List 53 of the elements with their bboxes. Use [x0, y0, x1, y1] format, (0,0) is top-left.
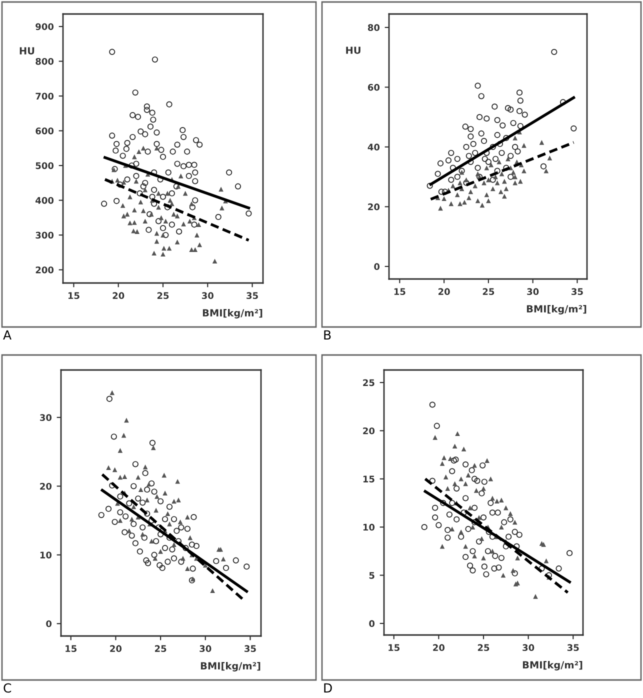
x-tick-label: 15	[66, 645, 77, 652]
y-tick-label: 25	[363, 379, 374, 386]
x-tick-label: 15	[68, 292, 80, 300]
y-tick-label: 30	[40, 414, 52, 421]
y-axis-title: HU	[20, 47, 34, 54]
x-tick-label: 30	[527, 288, 539, 296]
text: A	[3, 330, 12, 340]
text: C	[4, 683, 12, 693]
y-tick-label: 200	[36, 266, 54, 274]
y-tick-label: 300	[36, 232, 54, 239]
x-tick-label: 20	[433, 644, 445, 652]
x-tick-label: 35	[244, 645, 256, 652]
y-tick-label: 60	[368, 84, 380, 91]
x-axis-title: BMI[kg/m²]	[526, 305, 586, 314]
y-tick-label: 0	[369, 620, 375, 627]
x-axis-title: BMI[kg/m²]	[200, 662, 260, 672]
x-tick-label: 20	[110, 645, 122, 652]
y-tick-label: 15	[363, 476, 374, 482]
y-tick-label: 20	[368, 203, 380, 210]
text: D	[324, 683, 332, 692]
x-tick-label: 30	[522, 644, 534, 652]
x-tick-label: 15	[394, 288, 406, 296]
y-tick-label: 900	[36, 23, 54, 30]
x-tick-label: 25	[154, 645, 166, 652]
x-tick-label: 30	[200, 645, 212, 652]
x-tick-label: 20	[112, 292, 124, 300]
y-tick-label: 400	[36, 197, 54, 204]
x-tick-label: 25	[482, 288, 494, 296]
x-tick-label: 30	[202, 292, 214, 300]
y-tick-label: 700	[36, 92, 54, 100]
y-tick-label: 10	[363, 524, 375, 531]
y-axis-title: HU	[346, 46, 360, 54]
y-tick-label: 0	[46, 620, 52, 628]
text: B	[324, 330, 331, 340]
x-tick-label: 35	[567, 644, 579, 652]
x-tick-label: 35	[246, 292, 258, 300]
y-tick-label: 40	[368, 144, 380, 151]
y-tick-label: 20	[40, 482, 52, 490]
x-tick-label: 20	[438, 288, 450, 296]
x-axis-title: BMI[kg/m²]	[522, 661, 582, 670]
y-tick-label: 5	[369, 572, 374, 579]
y-tick-label: 500	[36, 162, 54, 170]
y-tick-label: 600	[36, 128, 54, 134]
y-tick-label: 80	[368, 24, 380, 31]
y-tick-label: 20	[363, 427, 375, 434]
x-tick-label: 15	[388, 644, 400, 652]
y-tick-label: 0	[374, 263, 380, 270]
x-tick-label: 25	[478, 644, 490, 652]
y-tick-label: 10	[40, 552, 52, 558]
x-tick-label: 25	[157, 292, 169, 300]
x-tick-label: 35	[572, 288, 583, 296]
x-axis-title: BMI[kg/m²]	[202, 309, 262, 318]
y-tick-label: 800	[36, 58, 54, 65]
